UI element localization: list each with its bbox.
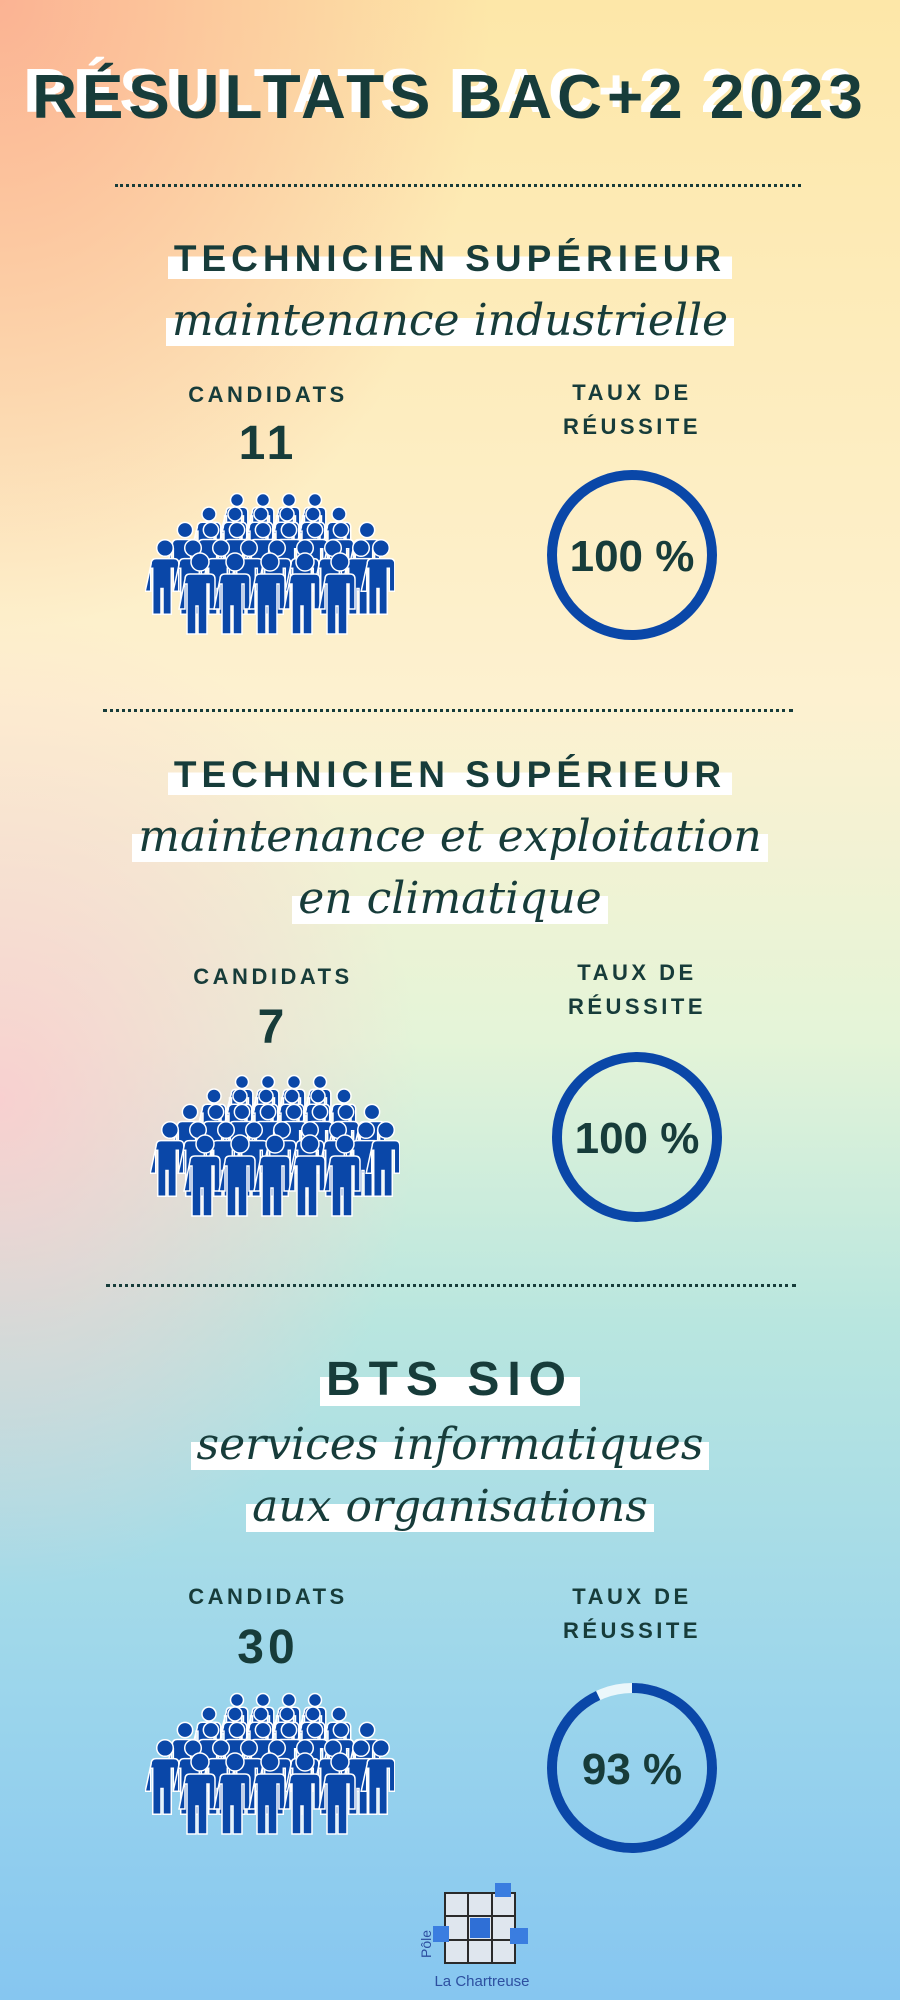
- page-title: RÉSULTATS BAC+2 2023: [32, 63, 868, 132]
- person-icon: [178, 1752, 216, 1835]
- person-icon: [178, 552, 216, 635]
- section-1-subtitle: maintenance industrielle: [0, 290, 900, 352]
- section-1-rate-label: TAUX DE RÉUSSITE: [562, 380, 702, 439]
- person-icon: [365, 1120, 400, 1197]
- section-1-candidates-count: 11: [238, 417, 298, 470]
- divider: [103, 709, 793, 712]
- section-3-rate-label: TAUX DE RÉUSSITE: [562, 1584, 702, 1643]
- ring-progress: [547, 1683, 717, 1853]
- logo-text-name: La Chartreuse: [434, 1973, 529, 1990]
- person-icon: [248, 1752, 286, 1835]
- person-icon: [283, 1752, 321, 1835]
- section-1-candidates-label: CANDIDATS: [188, 382, 348, 407]
- person-icon: [360, 1738, 395, 1815]
- success-rate-ring: 93 %: [547, 1683, 717, 1853]
- people-group-icon: [145, 492, 395, 635]
- cube-icon: [433, 1883, 528, 1964]
- section-2-candidates-label: CANDIDATS: [193, 964, 353, 989]
- person-icon: [183, 1134, 221, 1217]
- person-icon: [213, 1752, 251, 1835]
- section-1-heading: TECHNICIEN SUPÉRIEUR: [0, 238, 900, 280]
- person-icon: [323, 1134, 361, 1217]
- success-rate-ring: 100 %: [547, 470, 717, 640]
- person-icon: [213, 552, 251, 635]
- success-rate-ring: 100 %: [552, 1052, 722, 1222]
- success-rate-value: 93 %: [582, 1745, 682, 1794]
- section-3-candidates-count: 30: [237, 1621, 299, 1674]
- section-2-heading: TECHNICIEN SUPÉRIEUR: [0, 754, 900, 796]
- person-icon: [318, 552, 356, 635]
- person-icon: [360, 538, 395, 615]
- success-rate-value: 100 %: [570, 532, 695, 581]
- section-3-subtitle: services informatiques aux organisations: [0, 1414, 900, 1538]
- person-icon: [248, 552, 286, 635]
- person-icon: [145, 538, 180, 615]
- success-rate-value: 100 %: [575, 1114, 700, 1163]
- section-2-candidates-count: 7: [257, 1001, 289, 1054]
- person-icon: [283, 552, 321, 635]
- divider: [106, 1284, 796, 1287]
- people-group-icon: [145, 1692, 395, 1835]
- person-icon: [150, 1120, 185, 1197]
- section-3-candidates-label: CANDIDATS: [188, 1584, 348, 1609]
- person-icon: [318, 1752, 356, 1835]
- divider: [115, 184, 801, 187]
- person-icon: [253, 1134, 291, 1217]
- ring-progress: [552, 1052, 722, 1222]
- la-chartreuse-logo: Pôle La Chartreuse: [418, 1883, 530, 1990]
- section-3-heading: BTS SIO: [0, 1352, 900, 1407]
- person-icon: [218, 1134, 256, 1217]
- ring-progress: [547, 470, 717, 640]
- logo-text-pole: Pôle: [418, 1930, 434, 1958]
- person-icon: [288, 1134, 326, 1217]
- person-icon: [145, 1738, 180, 1815]
- section-2-rate-label: TAUX DE RÉUSSITE: [567, 960, 707, 1019]
- people-group-icon: [150, 1074, 400, 1217]
- section-2-subtitle: maintenance et exploitation en climatique: [0, 806, 900, 930]
